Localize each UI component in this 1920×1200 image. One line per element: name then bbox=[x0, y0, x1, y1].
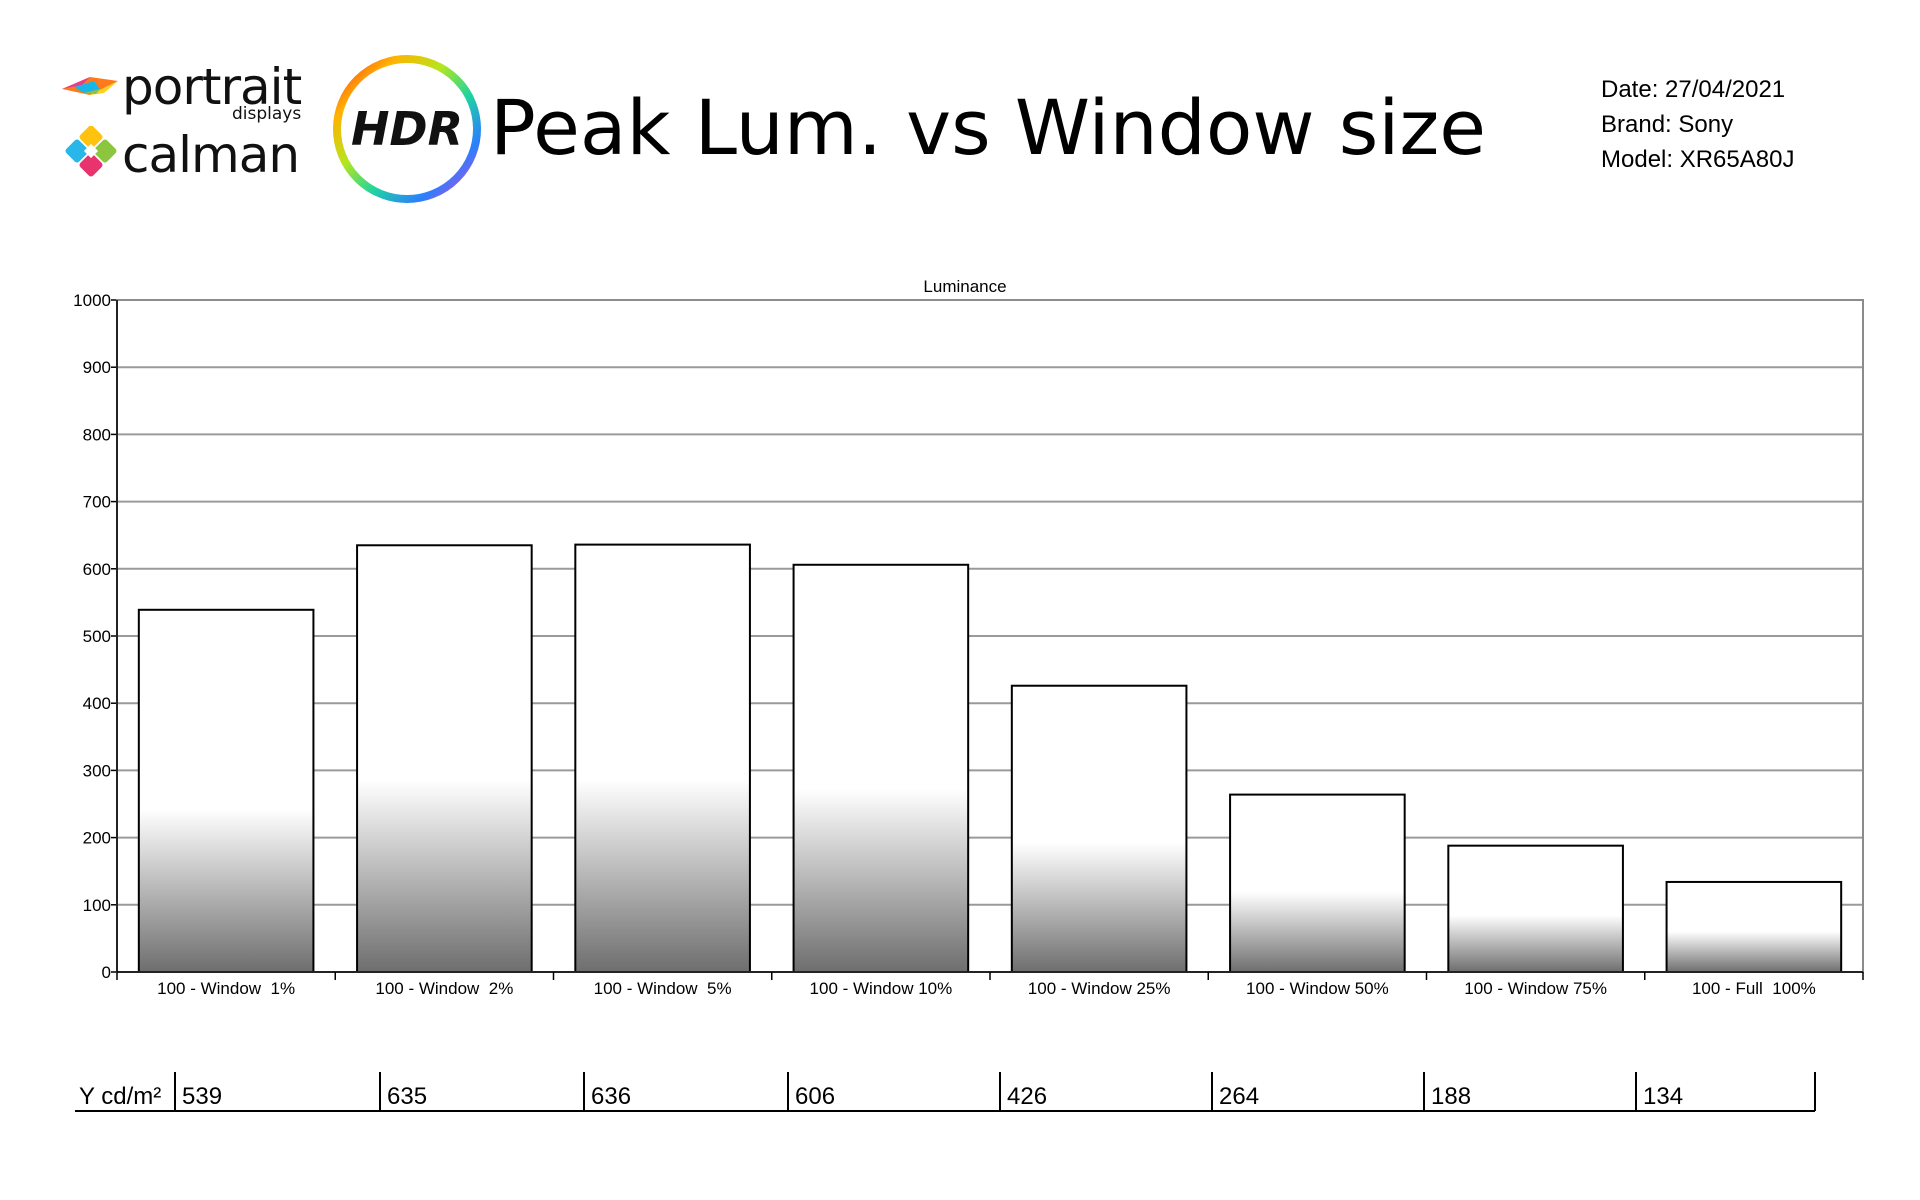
table-cell: 539 bbox=[182, 1083, 222, 1110]
table-cell: 635 bbox=[387, 1083, 427, 1110]
hdr-badge-label: HDR bbox=[350, 102, 464, 156]
report-brand: Brand: Sony bbox=[1601, 111, 1734, 138]
portrait-logo-icon bbox=[62, 77, 118, 95]
table-cell: 264 bbox=[1219, 1083, 1259, 1110]
y-tick-label: 700 bbox=[83, 493, 111, 512]
y-tick-label: 400 bbox=[83, 694, 111, 713]
displays-wordmark: displays bbox=[232, 104, 302, 124]
bar bbox=[574, 543, 751, 973]
y-tick-label: 900 bbox=[83, 358, 111, 377]
x-tick-label: 100 - Window 5% bbox=[594, 979, 732, 998]
bar bbox=[1447, 844, 1624, 973]
table-row-label: Y cd/m² bbox=[79, 1083, 161, 1110]
x-tick-label: 100 - Window 10% bbox=[810, 979, 953, 998]
bar bbox=[356, 544, 533, 974]
portrait-wordmark: portrait bbox=[122, 58, 302, 116]
y-tick-label: 200 bbox=[83, 829, 111, 848]
report-date: Date: 27/04/2021 bbox=[1601, 76, 1786, 103]
table-cell: 134 bbox=[1643, 1083, 1683, 1110]
y-tick-label: 0 bbox=[102, 963, 111, 982]
y-tick-label: 100 bbox=[83, 896, 111, 915]
x-tick-label: 100 - Full 100% bbox=[1692, 979, 1816, 998]
x-tick-label: 100 - Window 50% bbox=[1246, 979, 1389, 998]
x-tick-label: 100 - Window 1% bbox=[157, 979, 295, 998]
table-cell: 606 bbox=[795, 1083, 835, 1110]
page-title: Peak Lum. vs Window size bbox=[490, 83, 1487, 172]
portrait-displays-logo: portrait bbox=[60, 58, 302, 116]
axes bbox=[116, 299, 1864, 980]
report-meta: Date: 27/04/2021 Brand: Sony Model: XR65… bbox=[1601, 72, 1794, 177]
x-tick-labels: 100 - Window 1% 100 - Window 2% 100 - Wind… bbox=[157, 979, 1816, 998]
table-cell: 636 bbox=[591, 1083, 631, 1110]
bar-series bbox=[137, 543, 1843, 974]
y-tick-label: 1000 bbox=[73, 291, 111, 310]
table-cell: 426 bbox=[1007, 1083, 1047, 1110]
y-tick-label: 500 bbox=[83, 627, 111, 646]
y-tick-labels: 0 100 200 300 400 500 600 700 800 900 1000 bbox=[73, 291, 111, 982]
y-tick-label: 300 bbox=[83, 761, 111, 780]
y-tick-label: 800 bbox=[83, 425, 111, 444]
report-model: Model: XR65A80J bbox=[1601, 146, 1795, 173]
y-tick-label: 600 bbox=[83, 560, 111, 579]
table-cell: 188 bbox=[1431, 1083, 1471, 1110]
calman-logo: calman bbox=[60, 126, 300, 184]
calman-wordmark: calman bbox=[122, 126, 300, 184]
x-tick-label: 100 - Window 2% bbox=[375, 979, 513, 998]
logo-block: portrait displays calman bbox=[60, 62, 330, 192]
value-table: Y cd/m² 539 635 636 606 426 264 188 134 bbox=[75, 1072, 1816, 1112]
chart-title: Luminance bbox=[923, 277, 1006, 296]
bar bbox=[792, 563, 970, 973]
x-tick-label: 100 - Window 75% bbox=[1464, 979, 1607, 998]
calman-logo-icon bbox=[65, 126, 117, 177]
bar bbox=[1010, 684, 1188, 974]
hdr-badge-ring bbox=[333, 55, 481, 203]
bar bbox=[1229, 793, 1406, 973]
x-tick-label: 100 - Window 25% bbox=[1028, 979, 1171, 998]
bar bbox=[137, 608, 315, 973]
bar bbox=[1665, 880, 1843, 974]
